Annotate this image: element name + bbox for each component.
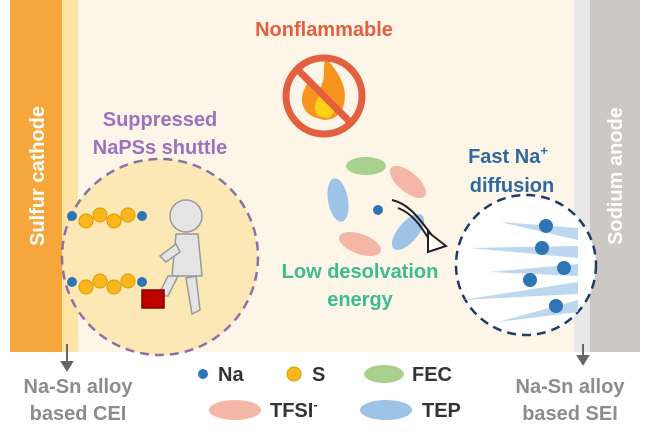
label-part: TFSI [270,400,313,422]
legend: Na S FEC TFSI- TEP [198,364,461,422]
legend-swatch [198,369,208,379]
polysulfide-chain [67,207,147,295]
cathode-bar [10,0,64,352]
left-circle-label: NaPSs shuttle [93,137,227,159]
superscript: - [313,397,317,412]
center-label: Low desolvation [282,261,439,283]
legend-swatch [360,400,412,420]
figure [141,199,203,316]
sei-label: based SEI [522,403,618,425]
right-circle-label: diffusion [470,175,554,197]
sei-label: Na-Sn alloy [516,376,626,398]
legend-swatch [364,365,404,383]
legend-label: FEC [412,364,452,386]
legend-label: TEP [422,400,461,422]
cathode-label: Sulfur cathode [27,106,49,246]
left-circle-label: Suppressed [103,109,217,131]
label-part: Fast Na [468,146,541,168]
right-circle-label: Fast Na+ [468,143,548,168]
center-label: energy [327,289,393,311]
legend-label: TFSI- [270,397,318,422]
title: Nonflammable [255,19,393,41]
legend-swatch [209,400,261,420]
no-fire-icon [282,54,366,138]
superscript: + [540,143,548,158]
legend-label: S [312,364,325,386]
cei-label: Na-Sn alloy [24,376,134,398]
anode-label: Sodium anode [605,107,627,245]
dendrite-spikes [462,219,578,322]
anode-bar [590,0,640,352]
cei-label: based CEI [30,403,127,425]
legend-label: Na [218,364,244,386]
arrows [60,344,590,372]
legend-swatch [286,366,302,382]
solvation-shell [327,157,449,257]
